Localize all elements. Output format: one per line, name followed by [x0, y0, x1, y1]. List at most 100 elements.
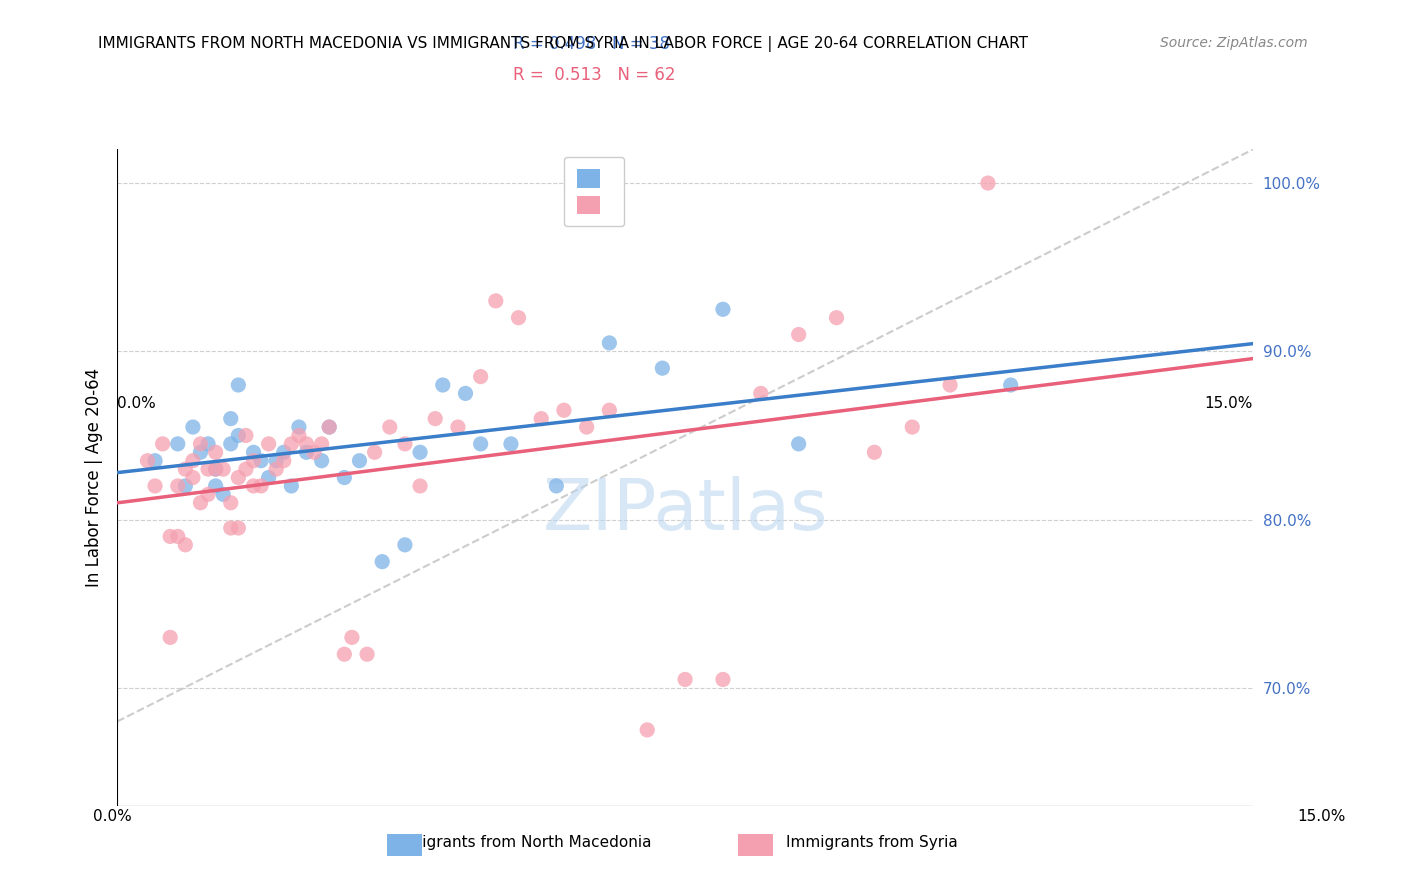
Point	[242, 445, 264, 459]
Point	[181, 470, 204, 484]
Point	[711, 673, 734, 687]
Point	[204, 479, 226, 493]
Point	[530, 411, 553, 425]
Point	[228, 470, 250, 484]
Point	[470, 437, 492, 451]
Point	[197, 437, 219, 451]
Text: R = 0.498   N = 38: R = 0.498 N = 38	[513, 35, 671, 53]
Point	[340, 631, 363, 645]
Point	[499, 437, 522, 451]
Point	[288, 420, 311, 434]
Point	[143, 479, 166, 493]
Point	[485, 293, 508, 308]
Point	[825, 310, 848, 325]
Point	[749, 386, 772, 401]
Text: 15.0%: 15.0%	[1298, 809, 1346, 823]
Point	[939, 378, 962, 392]
Point	[432, 378, 454, 392]
Point	[787, 327, 810, 342]
Point	[901, 420, 924, 434]
Point	[409, 445, 432, 459]
Legend: , : ,	[564, 157, 624, 227]
Point	[250, 453, 273, 467]
Text: 15.0%: 15.0%	[1205, 395, 1253, 410]
Text: R =  0.513   N = 62: R = 0.513 N = 62	[513, 66, 676, 84]
Text: 0.0%: 0.0%	[93, 809, 132, 823]
Point	[280, 437, 302, 451]
Point	[159, 631, 181, 645]
Point	[295, 445, 318, 459]
Point	[136, 453, 159, 467]
Point	[1000, 378, 1022, 392]
Text: Source: ZipAtlas.com: Source: ZipAtlas.com	[1160, 36, 1308, 50]
Point	[311, 437, 333, 451]
Point	[204, 462, 226, 476]
Point	[302, 445, 325, 459]
Point	[152, 437, 174, 451]
Point	[228, 378, 250, 392]
Point	[371, 555, 394, 569]
Point	[228, 428, 250, 442]
Point	[197, 462, 219, 476]
Point	[204, 445, 226, 459]
Point	[409, 479, 432, 493]
Point	[264, 453, 287, 467]
Point	[598, 335, 620, 350]
Point	[219, 496, 242, 510]
Point	[598, 403, 620, 417]
Point	[264, 462, 287, 476]
Point	[977, 176, 1000, 190]
Point	[470, 369, 492, 384]
Point	[235, 462, 257, 476]
Point	[333, 470, 356, 484]
Point	[212, 462, 235, 476]
Point	[174, 538, 197, 552]
Point	[425, 411, 447, 425]
Point	[349, 453, 371, 467]
Text: ZIPatlas: ZIPatlas	[543, 475, 828, 545]
Point	[242, 453, 264, 467]
Point	[318, 420, 340, 434]
Point	[863, 445, 886, 459]
Point	[159, 529, 181, 543]
Text: IMMIGRANTS FROM NORTH MACEDONIA VS IMMIGRANTS FROM SYRIA IN LABOR FORCE | AGE 20: IMMIGRANTS FROM NORTH MACEDONIA VS IMMIG…	[98, 36, 1028, 52]
Point	[181, 420, 204, 434]
Point	[363, 445, 385, 459]
Point	[212, 487, 235, 501]
Point	[447, 420, 470, 434]
Point	[228, 521, 250, 535]
Point	[257, 437, 280, 451]
Point	[273, 445, 295, 459]
Point	[394, 538, 416, 552]
Text: 0.0%: 0.0%	[117, 395, 156, 410]
Point	[454, 386, 477, 401]
Point	[190, 445, 212, 459]
Point	[166, 437, 188, 451]
Point	[204, 462, 226, 476]
Point	[197, 487, 219, 501]
Point	[787, 437, 810, 451]
Point	[174, 462, 197, 476]
Point	[288, 428, 311, 442]
Point	[166, 479, 188, 493]
Text: Immigrants from North Macedonia: Immigrants from North Macedonia	[388, 836, 652, 850]
Point	[174, 479, 197, 493]
Point	[394, 437, 416, 451]
Point	[273, 453, 295, 467]
Point	[378, 420, 401, 434]
Text: Immigrants from Syria: Immigrants from Syria	[786, 836, 957, 850]
Point	[575, 420, 598, 434]
Point	[219, 411, 242, 425]
Point	[242, 479, 264, 493]
Point	[356, 647, 378, 661]
Point	[333, 647, 356, 661]
Point	[280, 479, 302, 493]
Point	[219, 521, 242, 535]
Point	[311, 453, 333, 467]
Point	[295, 437, 318, 451]
Point	[673, 673, 696, 687]
Point	[190, 496, 212, 510]
Point	[546, 479, 568, 493]
Point	[711, 302, 734, 317]
Point	[143, 453, 166, 467]
